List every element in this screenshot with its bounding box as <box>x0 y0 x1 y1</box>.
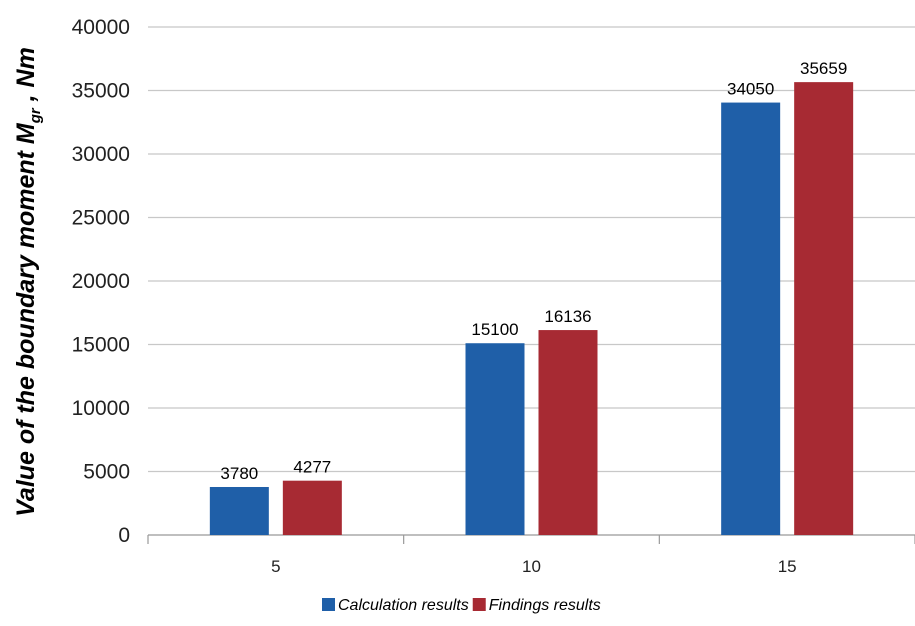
legend-swatch <box>322 598 335 611</box>
y-tick-label: 0 <box>118 524 130 547</box>
y-tick-label: 20000 <box>72 270 130 293</box>
x-axis-ticks: 5 10 15 <box>147 535 915 576</box>
data-labels: 3780 4277 15100 16136 34050 35659 <box>220 59 847 483</box>
y-tick-label: 30000 <box>72 143 130 166</box>
y-tick-label: 25000 <box>72 207 130 230</box>
data-label: 3780 <box>220 464 258 483</box>
y-tick-label: 40000 <box>72 16 130 39</box>
y-tick-label: 10000 <box>72 397 130 420</box>
y-axis-label: Value of the boundary moment Mgr , Nm <box>12 47 44 517</box>
data-label: 34050 <box>727 80 774 99</box>
bar <box>721 102 781 535</box>
legend: Calculation results Findings results <box>322 597 601 614</box>
y-tick-label: 15000 <box>72 334 130 357</box>
bar <box>538 330 598 535</box>
y-axis-ticks: 0 5000 10000 15000 20000 25000 30000 35000 40000 <box>72 16 130 547</box>
y-tick-label: 35000 <box>72 80 130 103</box>
x-tick-label: 5 <box>271 557 280 576</box>
gridlines <box>148 26 915 536</box>
data-label: 35659 <box>800 59 847 78</box>
data-label: 4277 <box>293 458 331 477</box>
bar <box>209 486 269 535</box>
bar <box>794 82 854 535</box>
y-tick-label: 5000 <box>83 461 130 484</box>
bar <box>282 480 342 535</box>
legend-label: Calculation results <box>338 597 469 614</box>
data-label: 15100 <box>471 320 518 339</box>
bars <box>209 82 854 535</box>
data-label: 16136 <box>544 307 591 326</box>
legend-swatch <box>472 598 486 611</box>
x-tick-label: 15 <box>778 557 797 576</box>
x-tick-label: 10 <box>522 557 541 576</box>
bar <box>465 343 525 535</box>
legend-label: Findings results <box>489 597 601 614</box>
